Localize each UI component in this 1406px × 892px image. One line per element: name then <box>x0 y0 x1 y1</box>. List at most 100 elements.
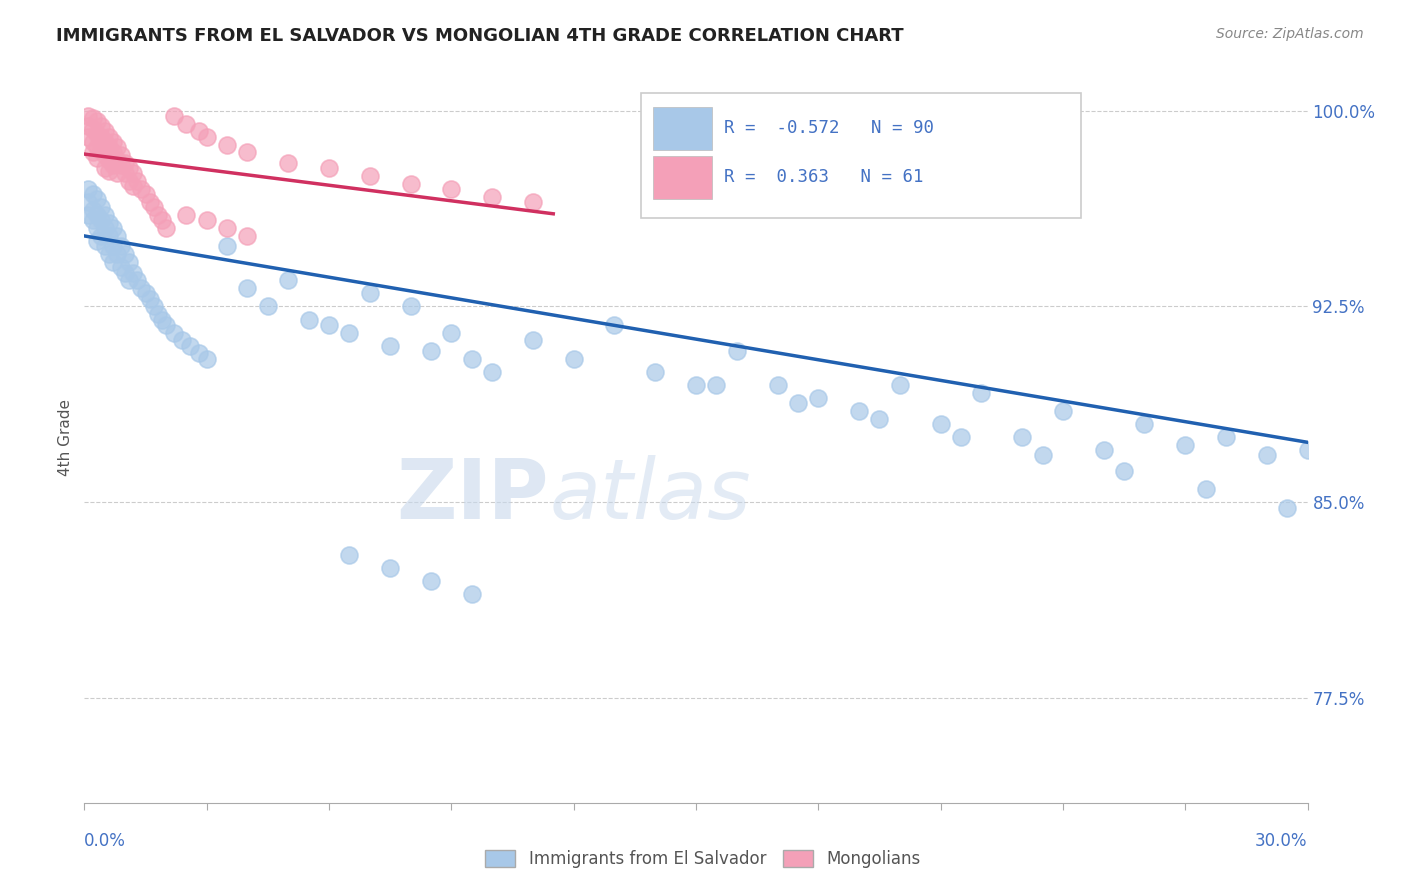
Point <box>93 161 115 175</box>
Point <box>118 174 141 188</box>
Point <box>93 124 115 138</box>
Point <box>131 182 153 196</box>
Point <box>110 148 132 162</box>
Point <box>93 135 115 149</box>
Point <box>77 194 100 209</box>
Point <box>172 334 194 348</box>
Point <box>440 182 463 196</box>
Point <box>122 179 145 194</box>
Point <box>163 109 186 123</box>
Point <box>339 548 361 562</box>
Point <box>114 247 136 261</box>
Point <box>110 158 132 172</box>
Point <box>420 343 443 358</box>
Point <box>725 343 748 358</box>
Point <box>135 286 157 301</box>
Point <box>86 221 108 235</box>
Y-axis label: 4th Grade: 4th Grade <box>58 399 73 475</box>
Point <box>90 129 112 144</box>
Point <box>77 182 100 196</box>
Point <box>105 229 128 244</box>
Point <box>138 194 160 209</box>
Point <box>461 587 484 601</box>
Point <box>101 158 124 172</box>
Point <box>82 145 104 160</box>
Point <box>127 174 149 188</box>
Point <box>399 177 422 191</box>
Point <box>1011 430 1033 444</box>
Point <box>848 404 870 418</box>
Point <box>522 194 544 209</box>
Point <box>359 286 381 301</box>
Point <box>217 239 239 253</box>
Point <box>318 161 340 175</box>
Point <box>217 137 239 152</box>
Text: R =  0.363   N = 61: R = 0.363 N = 61 <box>724 169 924 186</box>
Point <box>522 334 544 348</box>
Point <box>1174 438 1197 452</box>
Point <box>1256 448 1278 462</box>
Point <box>105 140 128 154</box>
Point <box>118 255 141 269</box>
Point <box>889 377 911 392</box>
Point <box>1092 443 1115 458</box>
Point <box>146 307 169 321</box>
Point <box>236 145 259 160</box>
Point <box>562 351 585 366</box>
Point <box>481 190 503 204</box>
Point <box>135 187 157 202</box>
Point <box>93 239 115 253</box>
Point <box>86 234 108 248</box>
Text: atlas: atlas <box>550 455 751 536</box>
Point <box>1195 483 1218 497</box>
FancyBboxPatch shape <box>654 156 711 199</box>
Point <box>236 229 259 244</box>
Point <box>114 166 136 180</box>
Point <box>603 318 626 332</box>
Point <box>766 377 789 392</box>
Point <box>277 155 299 169</box>
Point <box>118 273 141 287</box>
Point <box>1032 448 1054 462</box>
Point <box>146 208 169 222</box>
Point <box>787 396 810 410</box>
Point <box>97 163 120 178</box>
Point <box>481 365 503 379</box>
Text: 30.0%: 30.0% <box>1256 832 1308 850</box>
Point <box>77 119 100 133</box>
Point <box>101 255 124 269</box>
Point <box>110 239 132 253</box>
Point <box>101 145 124 160</box>
Point <box>440 326 463 340</box>
Point <box>399 300 422 314</box>
Point <box>101 221 124 235</box>
Point <box>97 129 120 144</box>
Point <box>869 411 891 425</box>
Point <box>90 229 112 244</box>
FancyBboxPatch shape <box>654 107 711 150</box>
Point <box>1296 443 1319 458</box>
Point <box>163 326 186 340</box>
Text: IMMIGRANTS FROM EL SALVADOR VS MONGOLIAN 4TH GRADE CORRELATION CHART: IMMIGRANTS FROM EL SALVADOR VS MONGOLIAN… <box>56 27 904 45</box>
Point <box>86 193 108 207</box>
Text: Source: ZipAtlas.com: Source: ZipAtlas.com <box>1216 27 1364 41</box>
Point <box>1114 464 1136 478</box>
Point <box>217 221 239 235</box>
Point <box>155 221 177 235</box>
Point <box>929 417 952 431</box>
Point <box>101 239 124 253</box>
Point <box>174 208 197 222</box>
Point <box>105 166 128 180</box>
Point <box>86 140 108 154</box>
Point <box>77 109 100 123</box>
Point <box>298 312 321 326</box>
FancyBboxPatch shape <box>641 94 1081 218</box>
Point <box>86 151 108 165</box>
Point <box>195 351 218 366</box>
Point <box>105 153 128 168</box>
Point <box>101 135 124 149</box>
Point <box>114 155 136 169</box>
Point <box>150 312 173 326</box>
Point <box>86 114 108 128</box>
Point <box>93 208 115 222</box>
